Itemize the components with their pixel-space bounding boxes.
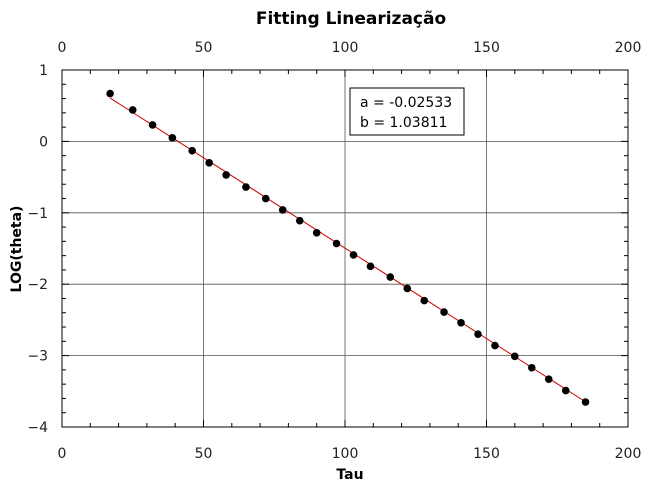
fit-annotation-box: a = -0.02533 b = 1.03811 (349, 87, 465, 136)
data-point (205, 159, 213, 167)
grid (62, 70, 628, 427)
x-tick-label-top: 0 (58, 40, 67, 56)
data-point (128, 106, 137, 114)
data-point (349, 251, 358, 259)
data-point (222, 171, 230, 179)
y-tick-label: −3 (27, 349, 48, 365)
x-axis-label: Tau (336, 467, 363, 483)
x-tick-label-bottom: 0 (58, 446, 67, 462)
y-tick-label: −2 (27, 277, 48, 293)
chart-title: Fitting Linearização (256, 9, 446, 29)
x-tick-label-top: 50 (195, 40, 213, 56)
data-point (366, 262, 375, 271)
data-point (420, 296, 429, 305)
x-tick-label-top: 200 (615, 40, 642, 56)
y-axis-label: LOG(theta) (9, 206, 25, 293)
data-point (168, 134, 177, 142)
y-tick-label: −4 (27, 420, 48, 436)
x-tick-label-bottom: 100 (332, 446, 359, 462)
data-point (106, 89, 114, 98)
y-tick-label: 0 (39, 134, 48, 150)
data-point (527, 363, 536, 372)
data-point (261, 194, 270, 203)
data-point (386, 273, 395, 281)
data-point (403, 284, 412, 293)
annotation-b: b = 1.03811 (360, 115, 447, 131)
data-point (474, 330, 482, 338)
data-point (188, 146, 196, 155)
x-tick-label-bottom: 150 (473, 446, 500, 462)
data-point (312, 228, 321, 237)
data-point (242, 183, 250, 191)
data-point (581, 398, 590, 406)
annotation-a: a = -0.02533 (360, 95, 452, 111)
data-point (148, 121, 157, 129)
data-point (440, 308, 448, 316)
x-tick-label-top: 100 (332, 40, 359, 56)
x-tick-label-bottom: 50 (195, 446, 213, 462)
data-point (511, 352, 519, 361)
data-point (457, 318, 465, 327)
data-points (106, 89, 590, 406)
data-point (491, 341, 499, 350)
y-tick-label: −1 (27, 206, 48, 222)
data-point (278, 206, 287, 214)
axis-ticks (61, 69, 629, 428)
data-point (332, 239, 341, 248)
data-point (544, 375, 553, 383)
x-tick-label-bottom: 200 (615, 446, 642, 462)
y-tick-label: 1 (39, 63, 48, 79)
data-point (295, 216, 304, 225)
x-tick-label-top: 150 (473, 40, 500, 56)
data-point (561, 386, 570, 395)
